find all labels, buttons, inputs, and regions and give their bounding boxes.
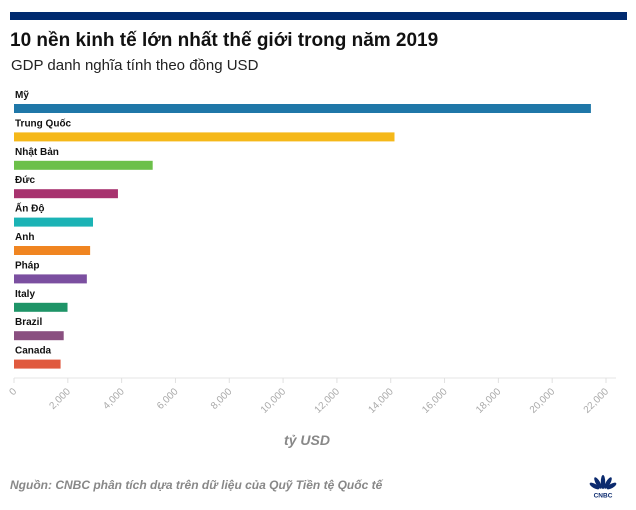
- bar: [14, 160, 153, 170]
- bar: [14, 217, 94, 227]
- x-tick-label: 10,000: [259, 386, 289, 416]
- bar: [14, 302, 68, 312]
- x-tick-label: 20,000: [528, 386, 558, 416]
- header-bar: [10, 12, 627, 20]
- x-tick-label: 16,000: [420, 386, 450, 416]
- bar: [14, 189, 118, 199]
- x-tick-label: 0: [7, 386, 19, 398]
- x-tick-label: 12,000: [313, 386, 343, 416]
- x-tick-label: 22,000: [582, 386, 612, 416]
- category-label: Đức: [15, 175, 35, 186]
- category-label: Brazil: [15, 317, 42, 328]
- svg-text:CNBC: CNBC: [594, 493, 613, 499]
- cnbc-logo: CNBC: [589, 475, 617, 499]
- x-axis-label: tỷ USD: [284, 432, 330, 448]
- category-label: Canada: [15, 346, 52, 357]
- bar: [14, 331, 64, 341]
- bar: [14, 359, 61, 369]
- x-tick-label: 14,000: [366, 386, 396, 416]
- chart-title: 10 nền kinh tế lớn nhất thế giới trong n…: [10, 30, 439, 51]
- x-tick-label: 6,000: [155, 386, 181, 412]
- category-label: Ấn Độ: [15, 202, 44, 215]
- bar: [14, 274, 87, 284]
- source-note: Nguồn: CNBC phân tích dựa trên dữ liệu c…: [10, 478, 383, 492]
- category-label: Pháp: [15, 260, 39, 271]
- category-label: Nhật Bản: [15, 147, 59, 158]
- x-tick-label: 18,000: [474, 386, 504, 416]
- x-tick-label: 4,000: [101, 386, 127, 412]
- category-label: Trung Quốc: [15, 117, 72, 129]
- bar: [14, 246, 91, 255]
- category-label: Italy: [15, 289, 35, 300]
- category-label: Anh: [15, 232, 34, 243]
- x-tick-label: 2,000: [47, 386, 73, 412]
- category-label: Mỹ: [15, 90, 29, 101]
- bar: [14, 132, 395, 142]
- bar: [14, 104, 591, 113]
- x-tick-label: 8,000: [209, 386, 235, 412]
- chart-subtitle: GDP danh nghĩa tính theo đồng USD: [11, 57, 259, 74]
- bar-chart: Mỹ Trung Quốc Nhật Bản Đức Ấn Độ Anh Pháp Italy…: [7, 90, 616, 416]
